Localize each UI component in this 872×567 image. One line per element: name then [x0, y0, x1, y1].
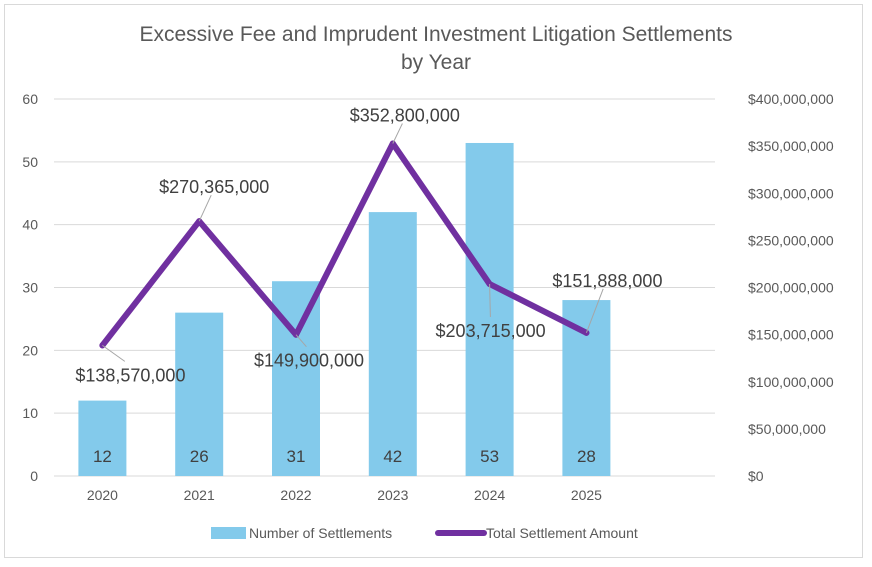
line-data-label: $270,365,000 — [159, 177, 269, 197]
y-left-tick-label: 30 — [22, 280, 38, 296]
x-tick-label: 2021 — [184, 487, 215, 503]
chart-title-line2: by Year — [401, 51, 471, 74]
leader-line — [198, 194, 212, 222]
x-tick-label: 2023 — [377, 487, 408, 503]
line-data-label: $138,570,000 — [75, 365, 185, 385]
x-tick-label: 2020 — [87, 487, 118, 503]
x-tick-label: 2024 — [474, 487, 505, 503]
chart-border — [4, 4, 863, 558]
y-right-tick-label: $400,000,000 — [748, 91, 834, 107]
bar-2024 — [465, 142, 514, 476]
leader-line — [585, 288, 604, 334]
leader-line — [295, 334, 307, 348]
bar-data-label: 31 — [287, 447, 306, 466]
line-data-label: $352,800,000 — [350, 105, 460, 125]
bar-data-label: 42 — [383, 447, 402, 466]
y-left-tick-label: 20 — [22, 342, 38, 358]
y-left-tick-label: 10 — [22, 405, 38, 421]
y-left-tick-label: 40 — [22, 217, 38, 233]
y-right-tick-label: $150,000,000 — [748, 327, 834, 343]
y-right-tick-label: $200,000,000 — [748, 280, 834, 296]
leader-line — [489, 283, 491, 318]
y-left-tick-label: 50 — [22, 154, 38, 170]
chart-title: Excessive Fee and Imprudent Investment L… — [140, 23, 733, 46]
y-right-tick-label: $300,000,000 — [748, 185, 834, 201]
bar-data-label: 26 — [190, 447, 209, 466]
x-tick-label: 2025 — [571, 487, 602, 503]
bar-data-label: 53 — [480, 447, 499, 466]
line-data-label: $149,900,000 — [254, 351, 364, 371]
leader-line — [102, 344, 126, 362]
line-series — [99, 140, 590, 349]
bar-2021 — [175, 312, 224, 476]
y-right-tick-label: $0 — [748, 468, 764, 484]
legend-label-settlements: Number of Settlements — [249, 525, 392, 541]
y-left-tick-label: 60 — [22, 91, 38, 107]
bar-2020 — [78, 400, 127, 476]
leader-line — [392, 123, 403, 144]
bar-data-label: 12 — [93, 447, 112, 466]
y-right-tick-label: $100,000,000 — [748, 374, 834, 390]
legend-bar-swatch — [211, 527, 246, 539]
y-right-tick-label: $250,000,000 — [748, 232, 834, 248]
bar-2023 — [368, 212, 417, 476]
bar-data-label: 28 — [577, 447, 596, 466]
x-tick-label: 2022 — [280, 487, 311, 503]
line-data-label: $151,888,000 — [552, 271, 662, 291]
line-data-label: $203,715,000 — [436, 321, 546, 341]
y-right-tick-label: $50,000,000 — [748, 421, 826, 437]
legend-label-amount: Total Settlement Amount — [486, 525, 638, 541]
y-right-tick-label: $350,000,000 — [748, 138, 834, 154]
bar-2025 — [562, 300, 611, 476]
y-left-tick-label: 0 — [30, 468, 38, 484]
